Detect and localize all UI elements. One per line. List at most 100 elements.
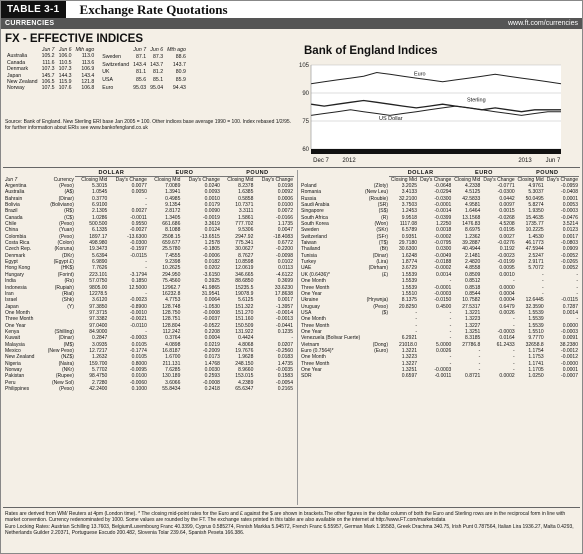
fx-index-value: 110.5: [58, 59, 72, 66]
rate-value: -0.0115: [130, 252, 147, 259]
rate-value: 1.2632: [92, 354, 108, 361]
fx-country: Euro: [102, 84, 114, 91]
rate-value: 2947.92: [235, 233, 254, 240]
rate-value: 1.3223: [465, 316, 481, 323]
rate-value: 9.9518: [401, 214, 418, 221]
rate-value: 4.2389: [238, 379, 254, 386]
rate-value: -: [449, 309, 452, 316]
rate-row: Thailand (Bt) 30.6300 0.0300 40.4944 0.1192 47…: [300, 246, 579, 252]
fx-index-value: 143.7: [150, 61, 164, 68]
rate-value: 151.322: [235, 303, 254, 310]
rate-row: Switzerland (SFr) 0.9351 -0.0002 1.2362 0.002…: [300, 234, 579, 240]
chart-y-tick-label: 75: [302, 119, 309, 125]
rate-row: Kuwait (Dinar) 0.2847 -0.0003 0.3764 0.0004 0.…: [4, 335, 294, 341]
fx-country: Japan: [7, 72, 22, 79]
rate-value: 346.665: [235, 271, 254, 278]
rate-value: 7.7626: [92, 265, 108, 272]
rate-value: -0.0115: [561, 297, 578, 304]
rate-value: -0.0476: [561, 214, 578, 221]
row-label: Israel: [5, 297, 18, 304]
rate-value: -0.0003: [434, 290, 452, 297]
currency-code: (New Sol): [51, 379, 74, 386]
rate-value: 0.0072: [277, 208, 293, 215]
rate-value: 0.0198: [277, 183, 293, 189]
divider: [3, 167, 580, 168]
row-label: Three Month: [301, 360, 330, 367]
rate-row: Japan (Y) 97.3850 -0.8900 128.748 -1.0530 151.…: [4, 304, 294, 310]
currency-code: (SR): [377, 202, 389, 209]
rate-value: -0.0049: [434, 252, 452, 259]
group-header-row: DOLLAR EURO POUND: [4, 170, 294, 177]
rate-value: -0.0012: [561, 347, 578, 354]
rate-value: 88.6850: [235, 278, 254, 285]
rate-value: 2.9171: [528, 259, 544, 266]
rate-value: -: [512, 354, 515, 361]
rate-value: 1.1705: [528, 366, 544, 373]
rate-value: -: [449, 328, 452, 335]
rate-value: 12.0619: [235, 265, 254, 272]
rate-value: -: [449, 360, 452, 367]
rate-value: 8.1375: [401, 297, 418, 304]
rate-value: 4.8558: [465, 265, 481, 272]
rate-value: 1.2250: [436, 221, 452, 228]
currency-code: (Egypt £): [53, 259, 74, 266]
fx-col-mthago: Mth ago: [75, 47, 95, 53]
fx-index-value: 113.0: [81, 53, 95, 60]
currency-code: (SKr): [376, 227, 389, 234]
row-label: Hungary: [5, 271, 24, 278]
rate-value: -0.0441: [276, 322, 293, 329]
row-label: Japan: [5, 303, 19, 310]
rate-value: 1.2578: [204, 240, 220, 247]
section-url[interactable]: www.ft.com/currencies: [507, 20, 578, 27]
row-label: Kuwait: [5, 335, 21, 342]
rate-value: 9805.00: [89, 284, 108, 291]
rate-value: 0.6479: [499, 303, 515, 310]
rate-row: India (Rs) 57.0750 0.1850 75.4560 0.3925 88.68…: [4, 278, 294, 284]
rate-value: -0.0110: [130, 322, 147, 329]
fx-index-value: 143.4: [133, 61, 147, 68]
fx-index-row: Norway 107.5 107.6 106.8: [5, 85, 96, 91]
group-dollar: DOLLAR: [74, 170, 148, 177]
rate-value: 55.8434: [162, 386, 181, 392]
fx-country: Australia: [7, 53, 28, 60]
fx-index-row: New Zealand 106.5 115.9 121.8: [5, 79, 96, 85]
rate-value: -0.0300: [129, 240, 147, 247]
rate-value: -0.0014: [276, 309, 293, 316]
rate-value: 8.7627: [238, 252, 254, 259]
rate-row: Hong Kong (HK$) 7.7626 - 10.2625 0.0202 12.061…: [4, 265, 294, 271]
col-closing-mid: Closing Mid: [154, 177, 181, 183]
fx-country: Denmark: [7, 66, 29, 73]
rate-value: 4.7753: [165, 297, 181, 304]
rate-value: -: [478, 366, 481, 373]
rate-value: 1476.83: [462, 221, 481, 228]
fx-col-jun6: Jun 6: [58, 47, 72, 53]
row-label: One Year: [5, 322, 26, 329]
currency-code: (R): [381, 214, 389, 221]
rate-value: -0.0003: [497, 328, 515, 335]
rate-row: Three Month 1.5539 -0.0001 0.8518 0.0000 - -: [300, 285, 579, 291]
rate-row: Three Month 97.3382 -0.0021 128.751 -0.0037 1…: [4, 316, 294, 322]
fx-index-value: 145.7: [41, 72, 55, 79]
rate-value: 0.4985: [165, 195, 181, 202]
rate-value: 1.2453: [401, 208, 418, 215]
fx-indices-title: FX - EFFECTIVE INDICES: [5, 33, 144, 45]
chart-x-axis-bar: [311, 149, 561, 154]
rate-value: -: [449, 335, 452, 342]
rate-value: -0.0268: [497, 214, 515, 221]
group-header-row: DOLLAR EURO POUND: [300, 170, 579, 177]
rate-value: 0.1235: [277, 328, 293, 335]
fx-col-mthago: Mth ago: [167, 47, 186, 53]
rate-value: 9.7770: [528, 335, 544, 342]
rate-value: 0.0014: [436, 271, 452, 278]
rate-value: -0.0010: [129, 309, 147, 316]
rate-value: 1.3405: [165, 214, 181, 221]
rate-row: One Month 97.3715 -0.0010 128.750 -0.0008 151…: [4, 310, 294, 316]
rate-value: 1.0250: [528, 373, 544, 380]
row-label: One Year: [301, 328, 322, 335]
rate-value: 0.0001: [562, 366, 578, 373]
rate-value: 1.8774: [401, 259, 418, 266]
rate-value: -: [576, 316, 578, 323]
rate-value: 19.3473: [89, 246, 108, 253]
rate-value: 5.8274: [528, 202, 544, 209]
rate-value: -0.0023: [129, 297, 147, 304]
